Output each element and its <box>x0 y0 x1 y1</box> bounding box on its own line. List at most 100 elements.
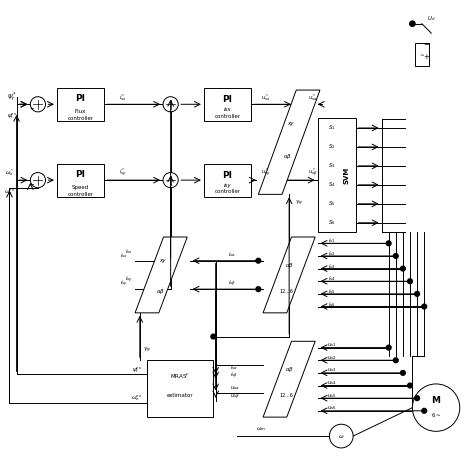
Polygon shape <box>263 237 315 313</box>
Circle shape <box>422 304 427 309</box>
Text: $u_{s4}$: $u_{s4}$ <box>327 379 337 387</box>
Text: Flux: Flux <box>75 109 86 114</box>
Text: $u_{s3}$: $u_{s3}$ <box>327 366 337 374</box>
Text: $u_{s\beta}$: $u_{s\beta}$ <box>230 392 240 402</box>
Circle shape <box>393 254 398 258</box>
Text: isy: isy <box>224 183 231 188</box>
Text: controller: controller <box>67 192 94 197</box>
Text: $S_2$: $S_2$ <box>328 143 336 151</box>
Text: estimator: estimator <box>167 393 193 398</box>
Text: $i_{s2}$: $i_{s2}$ <box>328 249 336 258</box>
Bar <box>57 164 104 197</box>
Text: $i_{s4}$: $i_{s4}$ <box>328 274 336 283</box>
Text: $+$: $+$ <box>423 53 430 61</box>
Text: $u_{s5}$: $u_{s5}$ <box>327 392 337 400</box>
Bar <box>318 118 356 232</box>
Text: $i_{s\alpha}$: $i_{s\alpha}$ <box>230 363 238 372</box>
Text: $i_{sx}$: $i_{sx}$ <box>125 247 133 255</box>
Text: 12...6: 12...6 <box>280 393 294 398</box>
Text: $S_4$: $S_4$ <box>328 181 336 189</box>
Circle shape <box>408 279 412 283</box>
Text: controller: controller <box>214 190 241 194</box>
Text: $S_3$: $S_3$ <box>328 162 336 170</box>
Text: $i_{sx}$: $i_{sx}$ <box>120 252 128 260</box>
Text: $\omega$: $\omega$ <box>338 433 345 439</box>
Circle shape <box>412 384 460 431</box>
Text: $S_1$: $S_1$ <box>328 124 336 132</box>
Text: $\psi_r^{es}$: $\psi_r^{es}$ <box>7 111 17 121</box>
Circle shape <box>408 383 412 388</box>
Text: $-$: $-$ <box>29 106 35 110</box>
Text: $u_{sx}^*$: $u_{sx}^*$ <box>261 92 270 102</box>
Text: $u_{s2}$: $u_{s2}$ <box>327 354 337 362</box>
Text: $\psi_r^*$: $\psi_r^*$ <box>7 91 18 104</box>
Text: M: M <box>432 396 440 405</box>
Bar <box>147 360 213 417</box>
Text: $\alpha\beta$: $\alpha\beta$ <box>156 287 164 296</box>
Text: $\sim$: $\sim$ <box>419 52 425 57</box>
Text: controller: controller <box>67 116 94 121</box>
Circle shape <box>256 287 261 292</box>
Circle shape <box>386 345 391 350</box>
Text: PI: PI <box>75 94 86 103</box>
Bar <box>204 164 251 197</box>
Text: $i_{s1}$: $i_{s1}$ <box>328 237 336 246</box>
Text: $u_{s\alpha}^*$: $u_{s\alpha}^*$ <box>308 92 318 102</box>
Circle shape <box>329 424 353 448</box>
Bar <box>57 88 104 121</box>
Text: $\alpha\beta$: $\alpha\beta$ <box>283 152 292 161</box>
Text: MRAS$^F$: MRAS$^F$ <box>170 372 190 382</box>
Circle shape <box>30 173 46 188</box>
Text: $S_6$: $S_6$ <box>328 219 336 227</box>
Circle shape <box>393 358 398 363</box>
Text: $i_{sx}^*$: $i_{sx}^*$ <box>119 92 127 102</box>
Text: $i_{s5}$: $i_{s5}$ <box>328 287 336 296</box>
Text: $-$: $-$ <box>168 184 174 190</box>
Text: $u_{s1}$: $u_{s1}$ <box>327 341 337 349</box>
Text: 12...6: 12...6 <box>280 289 294 294</box>
Circle shape <box>256 258 261 263</box>
Text: $i_{s\beta}$: $i_{s\beta}$ <box>230 370 238 381</box>
Text: Speed: Speed <box>72 185 89 190</box>
Text: $U_d$: $U_d$ <box>427 15 436 23</box>
Text: $\alpha\beta$: $\alpha\beta$ <box>285 261 293 270</box>
Text: $\omega_e^*$: $\omega_e^*$ <box>5 168 14 178</box>
Text: $\omega_e^{es}$: $\omega_e^{es}$ <box>4 187 15 197</box>
Text: PI: PI <box>75 170 86 179</box>
Text: SVM: SVM <box>343 167 349 184</box>
Polygon shape <box>258 90 320 194</box>
Circle shape <box>410 21 415 27</box>
Polygon shape <box>135 237 187 313</box>
Text: $i_{sy}^*$: $i_{sy}^*$ <box>119 167 127 179</box>
Text: $-$: $-$ <box>423 40 430 46</box>
Circle shape <box>401 371 405 375</box>
Text: $\psi_r^{es}$: $\psi_r^{es}$ <box>132 365 142 374</box>
Text: $\omega_e^{es}$: $\omega_e^{es}$ <box>131 393 142 403</box>
Text: $i_{sy}$: $i_{sy}$ <box>120 279 128 290</box>
Circle shape <box>211 334 216 339</box>
Polygon shape <box>263 341 315 417</box>
Text: $u_{s\alpha}$: $u_{s\alpha}$ <box>230 384 240 392</box>
Circle shape <box>415 292 419 296</box>
Text: $u_{sy}^*$: $u_{sy}^*$ <box>261 167 270 179</box>
Text: xy: xy <box>287 121 294 126</box>
Circle shape <box>163 97 178 112</box>
Text: $\omega_m$: $\omega_m$ <box>255 425 266 433</box>
Text: $-$: $-$ <box>168 109 174 114</box>
Text: $S_5$: $S_5$ <box>328 200 336 208</box>
Circle shape <box>422 409 427 413</box>
Text: isx: isx <box>224 108 231 112</box>
Circle shape <box>163 173 178 188</box>
Text: $6\sim$: $6\sim$ <box>431 411 441 419</box>
Text: $\gamma_\psi$: $\gamma_\psi$ <box>143 346 151 356</box>
Circle shape <box>30 97 46 112</box>
Text: PI: PI <box>222 171 233 180</box>
Text: $i_{s\alpha}$: $i_{s\alpha}$ <box>228 251 236 259</box>
Bar <box>204 88 251 121</box>
Text: $\alpha\beta$: $\alpha\beta$ <box>285 365 293 374</box>
Bar <box>415 43 429 66</box>
Circle shape <box>415 396 419 401</box>
Text: $i_{s3}$: $i_{s3}$ <box>328 262 336 271</box>
Text: controller: controller <box>214 114 241 118</box>
Text: PI: PI <box>222 95 233 104</box>
